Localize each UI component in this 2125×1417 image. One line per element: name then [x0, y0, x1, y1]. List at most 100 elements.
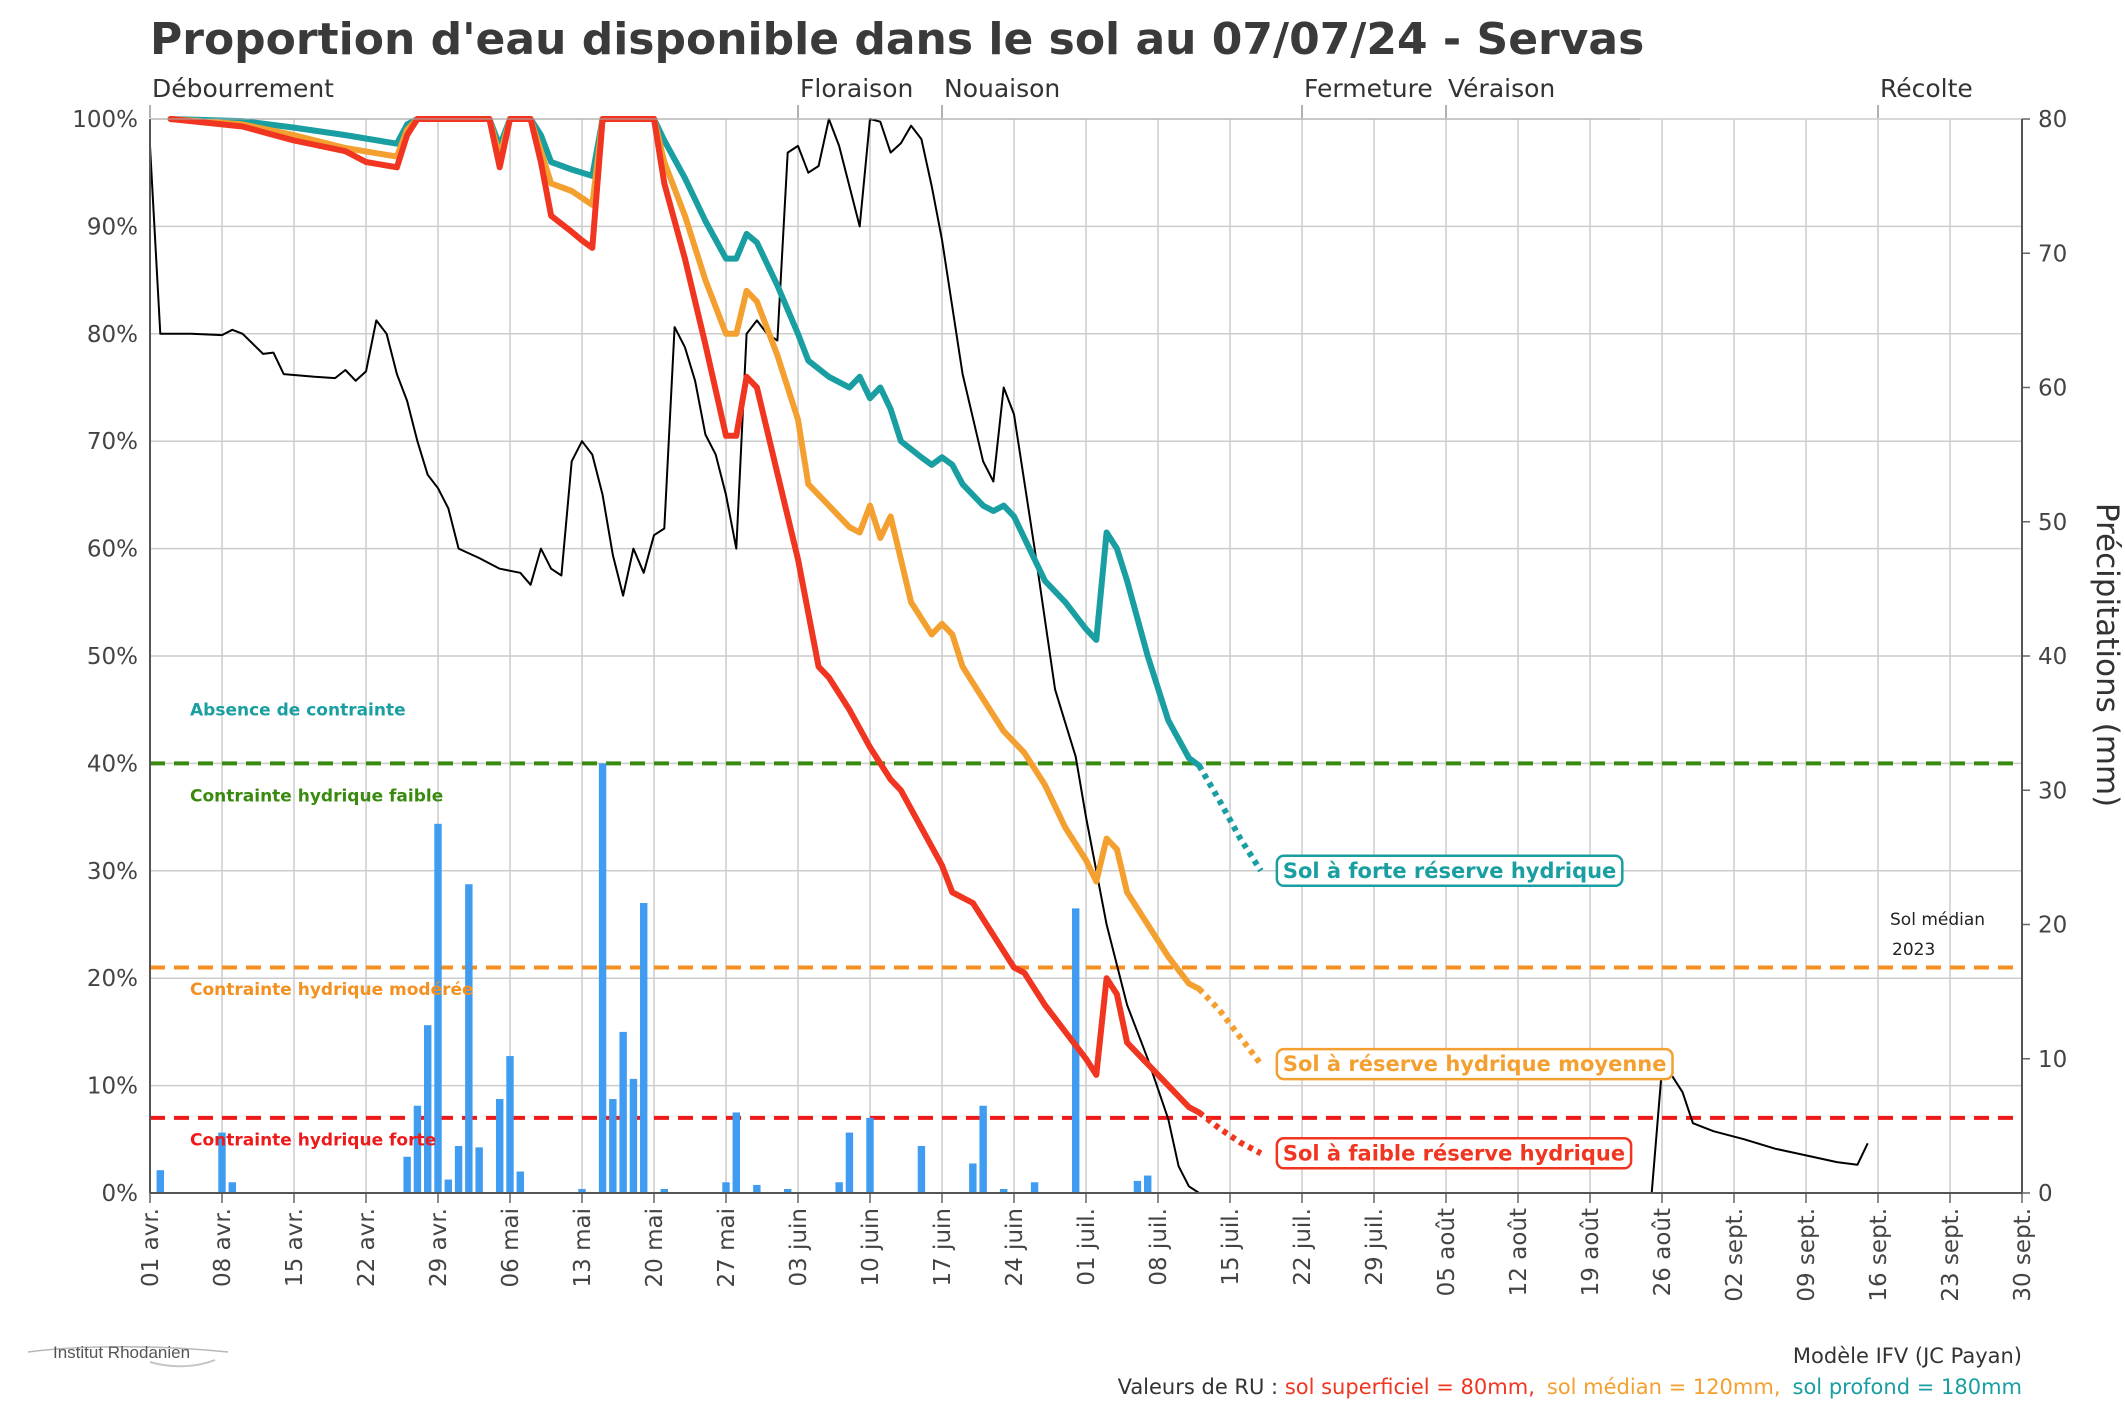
logo-text: Institut Rhodanien	[53, 1343, 190, 1362]
soil-series-forecast	[1196, 763, 1264, 873]
x-tick-label: 02 sept.	[1722, 1208, 1748, 1302]
precip-bar	[413, 1105, 422, 1193]
series-label-text: Sol à réserve hydrique moyenne	[1283, 1052, 1667, 1076]
precip-bar	[969, 1163, 977, 1193]
x-tick-label: 08 juil.	[1146, 1208, 1172, 1286]
precip-bar	[598, 763, 607, 1193]
footer-ru-median: sol médian = 120mm,	[1547, 1375, 1781, 1399]
x-tick-label: 17 juin	[930, 1208, 956, 1287]
x-tick-label: 22 avr.	[354, 1208, 380, 1287]
precip-bar	[835, 1182, 843, 1193]
zone-label: Contrainte hydrique faible	[190, 787, 443, 807]
series-label-box	[1275, 1137, 1633, 1170]
footer-ru: Valeurs de RU : sol superficiel = 80mm, s…	[1118, 1375, 2022, 1399]
stage-label: Véraison	[1448, 74, 1555, 103]
y-left-tick-label: 50%	[87, 644, 138, 670]
x-tick-label: 01 juil.	[1074, 1208, 1100, 1286]
zone-labels: Absence de contrainte Contrainte hydrique…	[190, 701, 474, 1151]
y-left-tick-label: 100%	[72, 107, 138, 133]
precip-bar	[1072, 908, 1080, 1193]
institut-logo: Institut Rhodanien	[27, 1343, 229, 1368]
x-tick-label: 19 août	[1578, 1208, 1604, 1296]
y-left-tick-label: 20%	[87, 966, 138, 992]
precip-bar	[979, 1105, 987, 1193]
y-right-tick-label: 40	[2038, 644, 2067, 670]
y-right-tick-label: 10	[2038, 1047, 2067, 1073]
y-left-tick-label: 90%	[87, 214, 138, 240]
stage-label: Débourrement	[152, 74, 334, 103]
y-right-tick-label: 0	[2038, 1181, 2053, 1207]
precip-bar	[640, 903, 648, 1193]
y-left-tick-label: 40%	[87, 751, 138, 777]
precip-bar	[516, 1171, 524, 1193]
x-tick-label: 05 août	[1434, 1208, 1460, 1296]
zone-label: Contrainte hydrique modérée	[190, 980, 474, 1000]
precip-bar	[434, 823, 442, 1193]
precipitation-line	[149, 118, 1869, 1194]
precipitation-bars	[156, 763, 1152, 1193]
precip-bar	[609, 1099, 617, 1193]
median-soil-note-line2: 2023	[1892, 940, 1935, 960]
x-tick-label: 23 sept.	[1938, 1208, 1964, 1302]
y-right-tick-label: 50	[2038, 510, 2067, 536]
precip-bar	[784, 1188, 792, 1193]
precip-bar	[228, 1182, 236, 1193]
zone-label: Absence de contrainte	[190, 701, 406, 721]
precip-bar	[444, 1179, 452, 1193]
footer-model: Modèle IFV (JC Payan)	[1793, 1344, 2022, 1368]
precip-bar	[218, 1132, 226, 1193]
precip-bar	[722, 1182, 730, 1193]
series-labels: Sol à forte réserve hydrique Sol à réserv…	[1275, 854, 1674, 1170]
x-tick-label: 15 juil.	[1218, 1208, 1244, 1286]
stage-label: Récolte	[1880, 74, 1973, 103]
x-tick-label: 08 avr.	[210, 1208, 236, 1287]
y-left-tick-label: 0%	[102, 1181, 139, 1207]
threshold-lines	[150, 761, 2022, 1120]
series-label: Sol à forte réserve hydrique	[1275, 854, 1624, 888]
x-tick-label: 29 avr.	[426, 1208, 452, 1287]
precip-bar	[424, 1025, 432, 1193]
x-tick-label: 20 mai	[642, 1208, 668, 1287]
chart-title: Proportion d'eau disponible dans le sol …	[150, 14, 1644, 65]
x-tick-label: 27 mai	[714, 1208, 740, 1287]
phenology-stages: Débourrement Floraison Nouaison Fermeture Vé…	[149, 74, 1973, 120]
x-tick-label: 16 sept.	[1866, 1208, 1892, 1302]
y-right-axis-label: Précipitations (mm)	[2089, 503, 2125, 807]
precip-bar	[1133, 1180, 1142, 1193]
x-tick-label: 22 juil.	[1290, 1208, 1316, 1286]
x-tick-label: 09 sept.	[1794, 1208, 1820, 1302]
footer-ru-shallow: sol superficiel = 80mm,	[1285, 1375, 1535, 1399]
x-tick-label: 30 sept.	[2010, 1208, 2036, 1302]
y-right-tick-label: 60	[2038, 376, 2067, 402]
x-tick-label: 01 avr.	[138, 1208, 164, 1287]
series-label-box	[1275, 1047, 1674, 1081]
y-right-tick-label: 80	[2038, 107, 2067, 133]
precip-bar	[403, 1156, 411, 1193]
series-label-text: Sol à forte réserve hydrique	[1283, 859, 1616, 883]
precip-bar	[496, 1099, 504, 1193]
stage-label: Nouaison	[944, 74, 1060, 103]
precip-bar	[454, 1146, 463, 1193]
x-tick-label: 12 août	[1506, 1208, 1532, 1296]
y-left-tick-label: 30%	[87, 859, 138, 885]
x-tick-label: 24 juin	[1002, 1208, 1028, 1287]
precip-bar	[845, 1132, 854, 1193]
x-tick-label: 10 juin	[858, 1208, 884, 1287]
precip-bar	[917, 1146, 926, 1193]
x-tick-label: 06 mai	[498, 1208, 524, 1287]
y-right-tick-label: 30	[2038, 778, 2067, 804]
precip-bar	[732, 1112, 740, 1193]
zone-label: Contrainte hydrique forte	[190, 1130, 436, 1150]
precip-bar	[660, 1188, 668, 1193]
axes: 0% 10% 20% 30% 40% 50% 60% 70% 80% 90% 100% 0 10 20 30…	[72, 107, 2067, 1302]
precip-bar	[1030, 1182, 1039, 1193]
x-tick-label: 13 mai	[570, 1208, 596, 1287]
precip-bar	[475, 1147, 483, 1193]
precipitation-line-group	[149, 118, 1869, 1194]
stage-label: Floraison	[800, 74, 913, 103]
y-right-tick-label: 20	[2038, 913, 2067, 939]
logo-swoosh-icon-2	[149, 1359, 216, 1368]
precip-bar	[506, 1056, 514, 1193]
x-tick-label: 26 août	[1650, 1208, 1676, 1296]
